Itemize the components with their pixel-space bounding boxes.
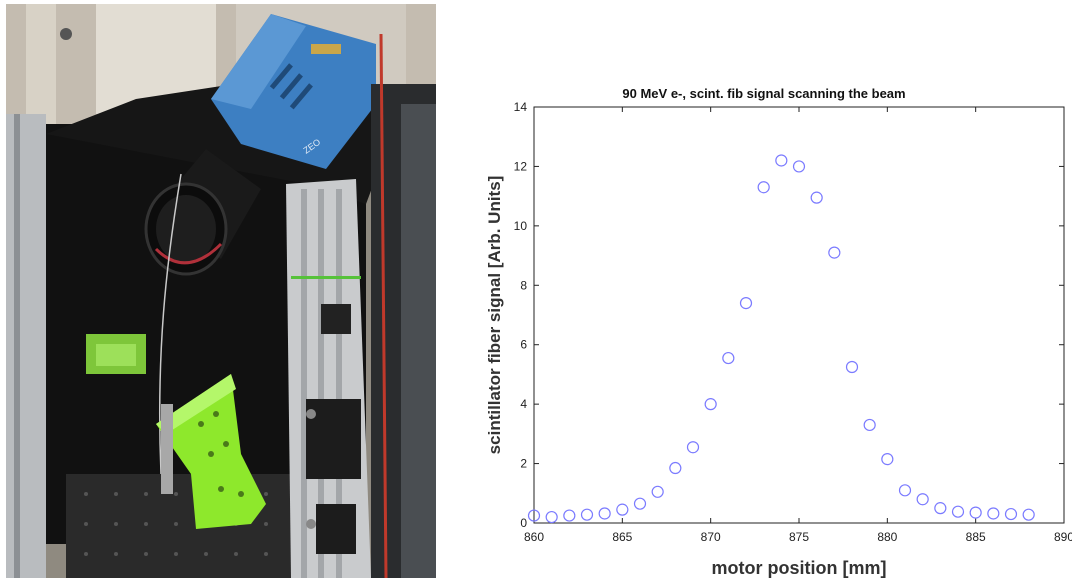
y-axis-title: scintillator fiber signal [Arb. Units]: [485, 176, 504, 455]
aluminum-rail: [286, 179, 371, 578]
x-tick-label: 865: [612, 530, 632, 544]
data-point: [616, 503, 629, 516]
x-tick-label: 880: [877, 530, 897, 544]
y-tick-label: 10: [514, 219, 528, 233]
data-point: [810, 191, 823, 204]
data-point: [545, 510, 558, 524]
data-point: [792, 160, 806, 173]
data-point: [898, 484, 912, 497]
y-tick-label: 12: [514, 159, 528, 173]
data-point: [951, 505, 965, 518]
y-tick-label: 0: [520, 516, 527, 530]
data-point: [633, 497, 647, 510]
data-point: [775, 154, 788, 167]
camera-body: ZEO: [211, 14, 376, 169]
data-point: [563, 509, 576, 522]
x-tick-label: 890: [1054, 530, 1072, 544]
data-point: [722, 351, 735, 365]
data-point: [669, 461, 682, 475]
y-tick-label: 14: [514, 100, 528, 114]
data-point: [916, 493, 929, 506]
chart-title: 90 MeV e-, scint. fib signal scanning th…: [622, 86, 905, 101]
data-point: [969, 506, 982, 519]
data-point: [580, 508, 594, 521]
data-point: [1022, 508, 1035, 521]
data-point: [987, 507, 1000, 520]
data-point: [828, 246, 841, 259]
data-point: [881, 453, 894, 466]
green-target: [86, 334, 146, 374]
x-axis-title: motor position [mm]: [712, 558, 887, 578]
scatter-chart: 90 MeV e-, scint. fib signal scanning th…: [485, 86, 1072, 578]
data-point: [845, 360, 859, 374]
plot-area: [533, 106, 1065, 524]
setup-photo: ZEO: [6, 4, 436, 578]
data-point: [757, 181, 770, 194]
setup-photo-illustration: ZEO: [6, 4, 436, 578]
y-tick-label: 6: [520, 338, 527, 352]
x-tick-label: 875: [789, 530, 809, 544]
data-point: [651, 485, 664, 498]
x-tick-label: 885: [966, 530, 986, 544]
y-tick-label: 4: [520, 397, 527, 411]
data-point: [739, 297, 753, 310]
data-point: [934, 502, 947, 515]
x-tick-label: 870: [701, 530, 721, 544]
data-point: [863, 418, 876, 432]
x-tick-label: 860: [524, 530, 544, 544]
data-point: [704, 398, 717, 411]
data-point: [686, 441, 700, 454]
y-tick-label: 8: [520, 278, 527, 292]
data-point: [527, 509, 541, 522]
green-bracket: [156, 374, 266, 529]
data-point: [1004, 507, 1018, 521]
chart-panel: 90 MeV e-, scint. fib signal scanning th…: [440, 0, 1072, 580]
camera-lens: [144, 149, 261, 276]
data-point: [598, 507, 611, 520]
y-tick-label: 2: [520, 457, 527, 471]
